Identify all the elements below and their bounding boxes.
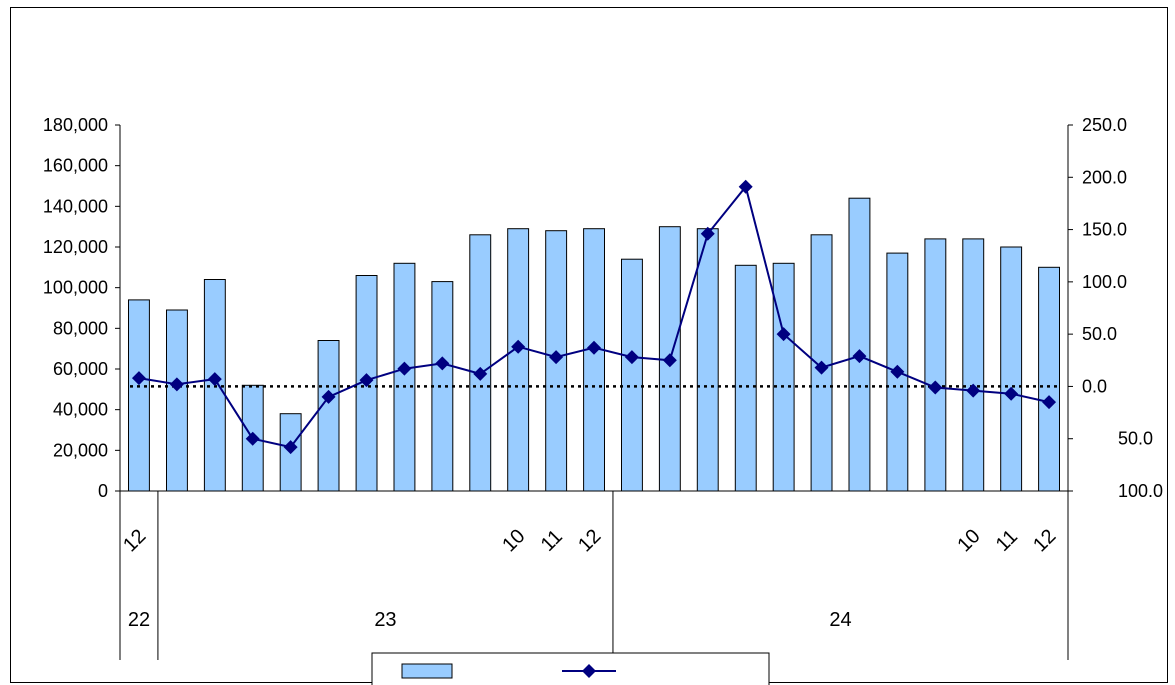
- left-tick-label: 0: [98, 481, 108, 501]
- legend: [371, 652, 770, 685]
- left-tick-label: 120,000: [43, 237, 108, 257]
- bar: [583, 228, 605, 492]
- left-tick-label: 100,000: [43, 278, 108, 298]
- x-axis-year-groups: 22 23 24: [119, 491, 1069, 660]
- line-point: [852, 349, 867, 364]
- month-label: 11: [992, 526, 1022, 556]
- month-label: 10: [498, 525, 529, 556]
- month-label: 10: [953, 525, 984, 556]
- bar: [924, 238, 947, 492]
- bar: [734, 264, 757, 492]
- line-point: [473, 366, 488, 381]
- line-point: [890, 364, 905, 379]
- line-point: [511, 339, 526, 354]
- line-point: [435, 356, 450, 371]
- left-tick-label: 40,000: [53, 400, 108, 420]
- bar-series: [128, 197, 1060, 492]
- year-label: 24: [829, 609, 851, 631]
- bar: [621, 258, 643, 492]
- line-point: [776, 327, 791, 342]
- right-tick-label: 250.0: [1082, 115, 1127, 135]
- bar: [166, 309, 188, 492]
- right-tick-label: 50.0: [1082, 324, 1117, 344]
- left-tick-label: 20,000: [53, 440, 108, 460]
- line-point: [928, 380, 943, 395]
- right-axis-ticks: 100.0 50.0 0.0 50.0 100.0 150.0 200.0 250.0: [1082, 115, 1163, 501]
- line-point: [321, 389, 336, 404]
- right-tick-label: 50.0: [1118, 429, 1153, 449]
- bar: [431, 281, 454, 492]
- right-tick-label: 100.0: [1082, 272, 1127, 292]
- left-tick-label: 60,000: [53, 359, 108, 379]
- line-point: [587, 340, 601, 355]
- year-label: 22: [128, 609, 150, 631]
- month-label: 11: [537, 526, 567, 556]
- line-point: [359, 373, 374, 388]
- bar: [696, 228, 719, 492]
- left-tick-label: 160,000: [43, 156, 108, 176]
- line-point: [169, 377, 184, 392]
- right-tick-label: 100.0: [1118, 481, 1163, 501]
- bar: [772, 262, 795, 492]
- axes: [115, 124, 1073, 492]
- legend-bar-swatch: [401, 663, 453, 679]
- line-point: [397, 361, 412, 376]
- line-series: [131, 179, 1057, 455]
- bar: [507, 228, 530, 492]
- bar: [317, 340, 340, 492]
- line-point: [1042, 395, 1057, 410]
- left-tick-label: 180,000: [43, 115, 108, 135]
- month-label: 12: [574, 525, 605, 556]
- left-tick-label: 140,000: [43, 196, 108, 216]
- line-point: [207, 372, 222, 387]
- bar: [962, 238, 985, 492]
- bar: [848, 197, 871, 492]
- line-point: [1004, 386, 1019, 401]
- right-tick-label: 150.0: [1082, 220, 1127, 240]
- bar: [128, 299, 150, 492]
- month-label: 12: [1029, 525, 1060, 556]
- right-tick-label: 0.0: [1082, 376, 1107, 396]
- right-tick-label: 200.0: [1082, 167, 1127, 187]
- line-point: [814, 360, 829, 375]
- bar: [469, 234, 492, 492]
- month-label: 12: [119, 525, 150, 556]
- line-point: [131, 371, 146, 386]
- line-point: [966, 383, 981, 398]
- line-point: [549, 350, 564, 365]
- left-tick-label: 80,000: [53, 318, 108, 338]
- left-axis-ticks: 0 20,000 40,000 60,000 80,000 100,000 120,000 1…: [43, 115, 108, 501]
- line-point: [662, 353, 677, 368]
- line-point: [624, 350, 639, 365]
- legend-line-marker: [582, 664, 596, 678]
- line-point: [738, 179, 753, 194]
- bar: [1038, 266, 1060, 492]
- x-axis-month-labels: 12 10 11 12 10 11 12: [119, 525, 1060, 556]
- line-point: [283, 440, 298, 455]
- bar: [1000, 246, 1023, 492]
- line-point: [700, 226, 715, 241]
- bar: [393, 262, 416, 492]
- line-point: [245, 431, 260, 446]
- year-label: 23: [374, 609, 396, 631]
